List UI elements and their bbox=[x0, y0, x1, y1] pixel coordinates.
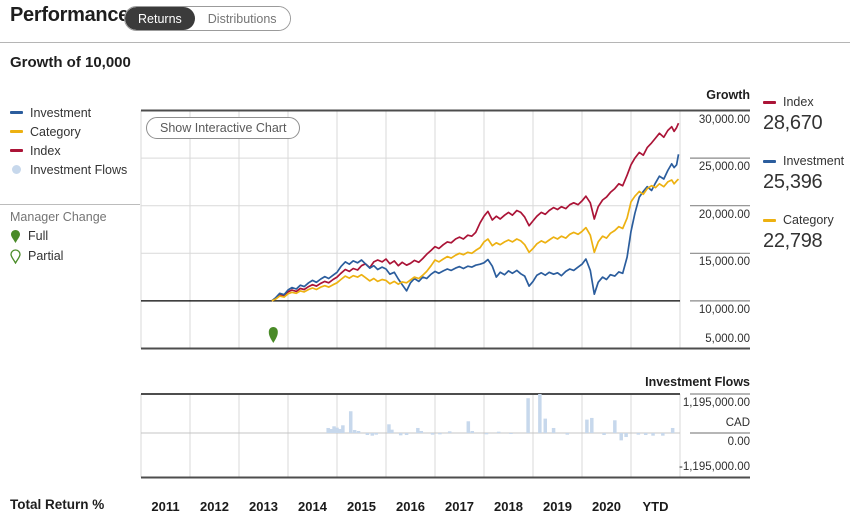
page-title: Performance bbox=[10, 4, 129, 26]
year-label-2015: 2015 bbox=[347, 499, 376, 514]
summary-index-value: 28,670 bbox=[763, 112, 823, 134]
summary-category: Category 22,798 bbox=[763, 213, 834, 253]
series-investment bbox=[271, 154, 680, 302]
legend-item-category: Category bbox=[10, 122, 127, 141]
summary-category-label: Category bbox=[783, 213, 834, 227]
manager-change-title: Manager Change bbox=[10, 210, 107, 224]
pin-outline-icon bbox=[10, 248, 21, 264]
growth-tick-label: 5,000.00 bbox=[705, 332, 750, 345]
growth-tick-label: 10,000.00 bbox=[698, 303, 750, 316]
year-label-2020: 2020 bbox=[592, 499, 621, 514]
series-index bbox=[271, 122, 680, 302]
index-line-swatch bbox=[10, 149, 23, 152]
summary-category-value: 22,798 bbox=[763, 230, 823, 252]
manager-change-divider bbox=[0, 204, 140, 205]
growth-tick-label: 20,000.00 bbox=[698, 208, 750, 221]
manager-change-full-label: Full bbox=[28, 229, 49, 243]
legend-label: Index bbox=[30, 143, 61, 158]
year-label-2013: 2013 bbox=[249, 499, 278, 514]
year-label-YTD: YTD bbox=[642, 499, 669, 514]
category-line-swatch bbox=[10, 130, 23, 133]
summary-index-label: Index bbox=[783, 95, 814, 109]
year-label-2011: 2011 bbox=[151, 499, 180, 514]
manager-change-pin bbox=[268, 327, 278, 343]
summary-index: Index 28,670 bbox=[763, 95, 823, 135]
legend-item-index: Index bbox=[10, 141, 127, 160]
show-interactive-chart-button[interactable]: Show Interactive Chart bbox=[146, 117, 301, 139]
flows-axis-header: Investment Flows bbox=[645, 375, 750, 389]
manager-change-partial: Partial bbox=[10, 246, 63, 266]
flows-tick-label: 0.00 bbox=[727, 436, 750, 448]
legend-item-investment-flows: Investment Flows bbox=[10, 160, 127, 179]
year-label-2017: 2017 bbox=[445, 499, 474, 514]
year-label-2016: 2016 bbox=[396, 499, 425, 514]
year-label-2012: 2012 bbox=[200, 499, 229, 514]
legend-label: Investment bbox=[30, 105, 92, 120]
series-category bbox=[271, 178, 680, 302]
investment-line-swatch bbox=[763, 159, 776, 163]
flows-tick-label: -1,195,000.00 bbox=[679, 460, 750, 473]
header-divider bbox=[0, 42, 850, 43]
manager-change-legend: Full Partial bbox=[10, 226, 63, 266]
flows-currency-label: CAD bbox=[725, 417, 750, 429]
chart-legend: Investment Category Index Investment Flo… bbox=[10, 103, 127, 179]
total-return-label: Total Return % bbox=[10, 497, 105, 512]
growth-tick-label: 25,000.00 bbox=[698, 161, 750, 174]
year-label-2014: 2014 bbox=[298, 499, 327, 514]
investment-line-swatch bbox=[10, 111, 23, 114]
legend-label: Category bbox=[30, 124, 81, 139]
summary-investment-label: Investment bbox=[783, 154, 845, 168]
tab-returns[interactable]: Returns bbox=[125, 7, 195, 30]
manager-change-partial-label: Partial bbox=[28, 249, 64, 263]
growth-section-title: Growth of 10,000 bbox=[10, 54, 131, 71]
category-line-swatch bbox=[763, 218, 776, 222]
tab-distributions[interactable]: Distributions bbox=[194, 7, 290, 30]
flows-dot-swatch bbox=[12, 165, 21, 174]
manager-change-full: Full bbox=[10, 226, 63, 246]
growth-axis-header: Growth bbox=[706, 88, 750, 102]
year-label-2019: 2019 bbox=[543, 499, 572, 514]
summary-investment: Investment 25,396 bbox=[763, 154, 844, 194]
returns-distributions-toggle: Returns Distributions bbox=[124, 6, 291, 31]
legend-item-investment: Investment bbox=[10, 103, 127, 122]
summary-investment-value: 25,396 bbox=[763, 171, 823, 193]
legend-label: Investment Flows bbox=[30, 162, 128, 177]
growth-tick-label: 30,000.00 bbox=[698, 113, 750, 126]
growth-tick-label: 15,000.00 bbox=[698, 256, 750, 269]
index-line-swatch bbox=[763, 100, 776, 104]
pin-filled-icon bbox=[11, 229, 20, 243]
year-label-2018: 2018 bbox=[494, 499, 523, 514]
flows-tick-label: 1,195,000.00 bbox=[682, 397, 750, 409]
